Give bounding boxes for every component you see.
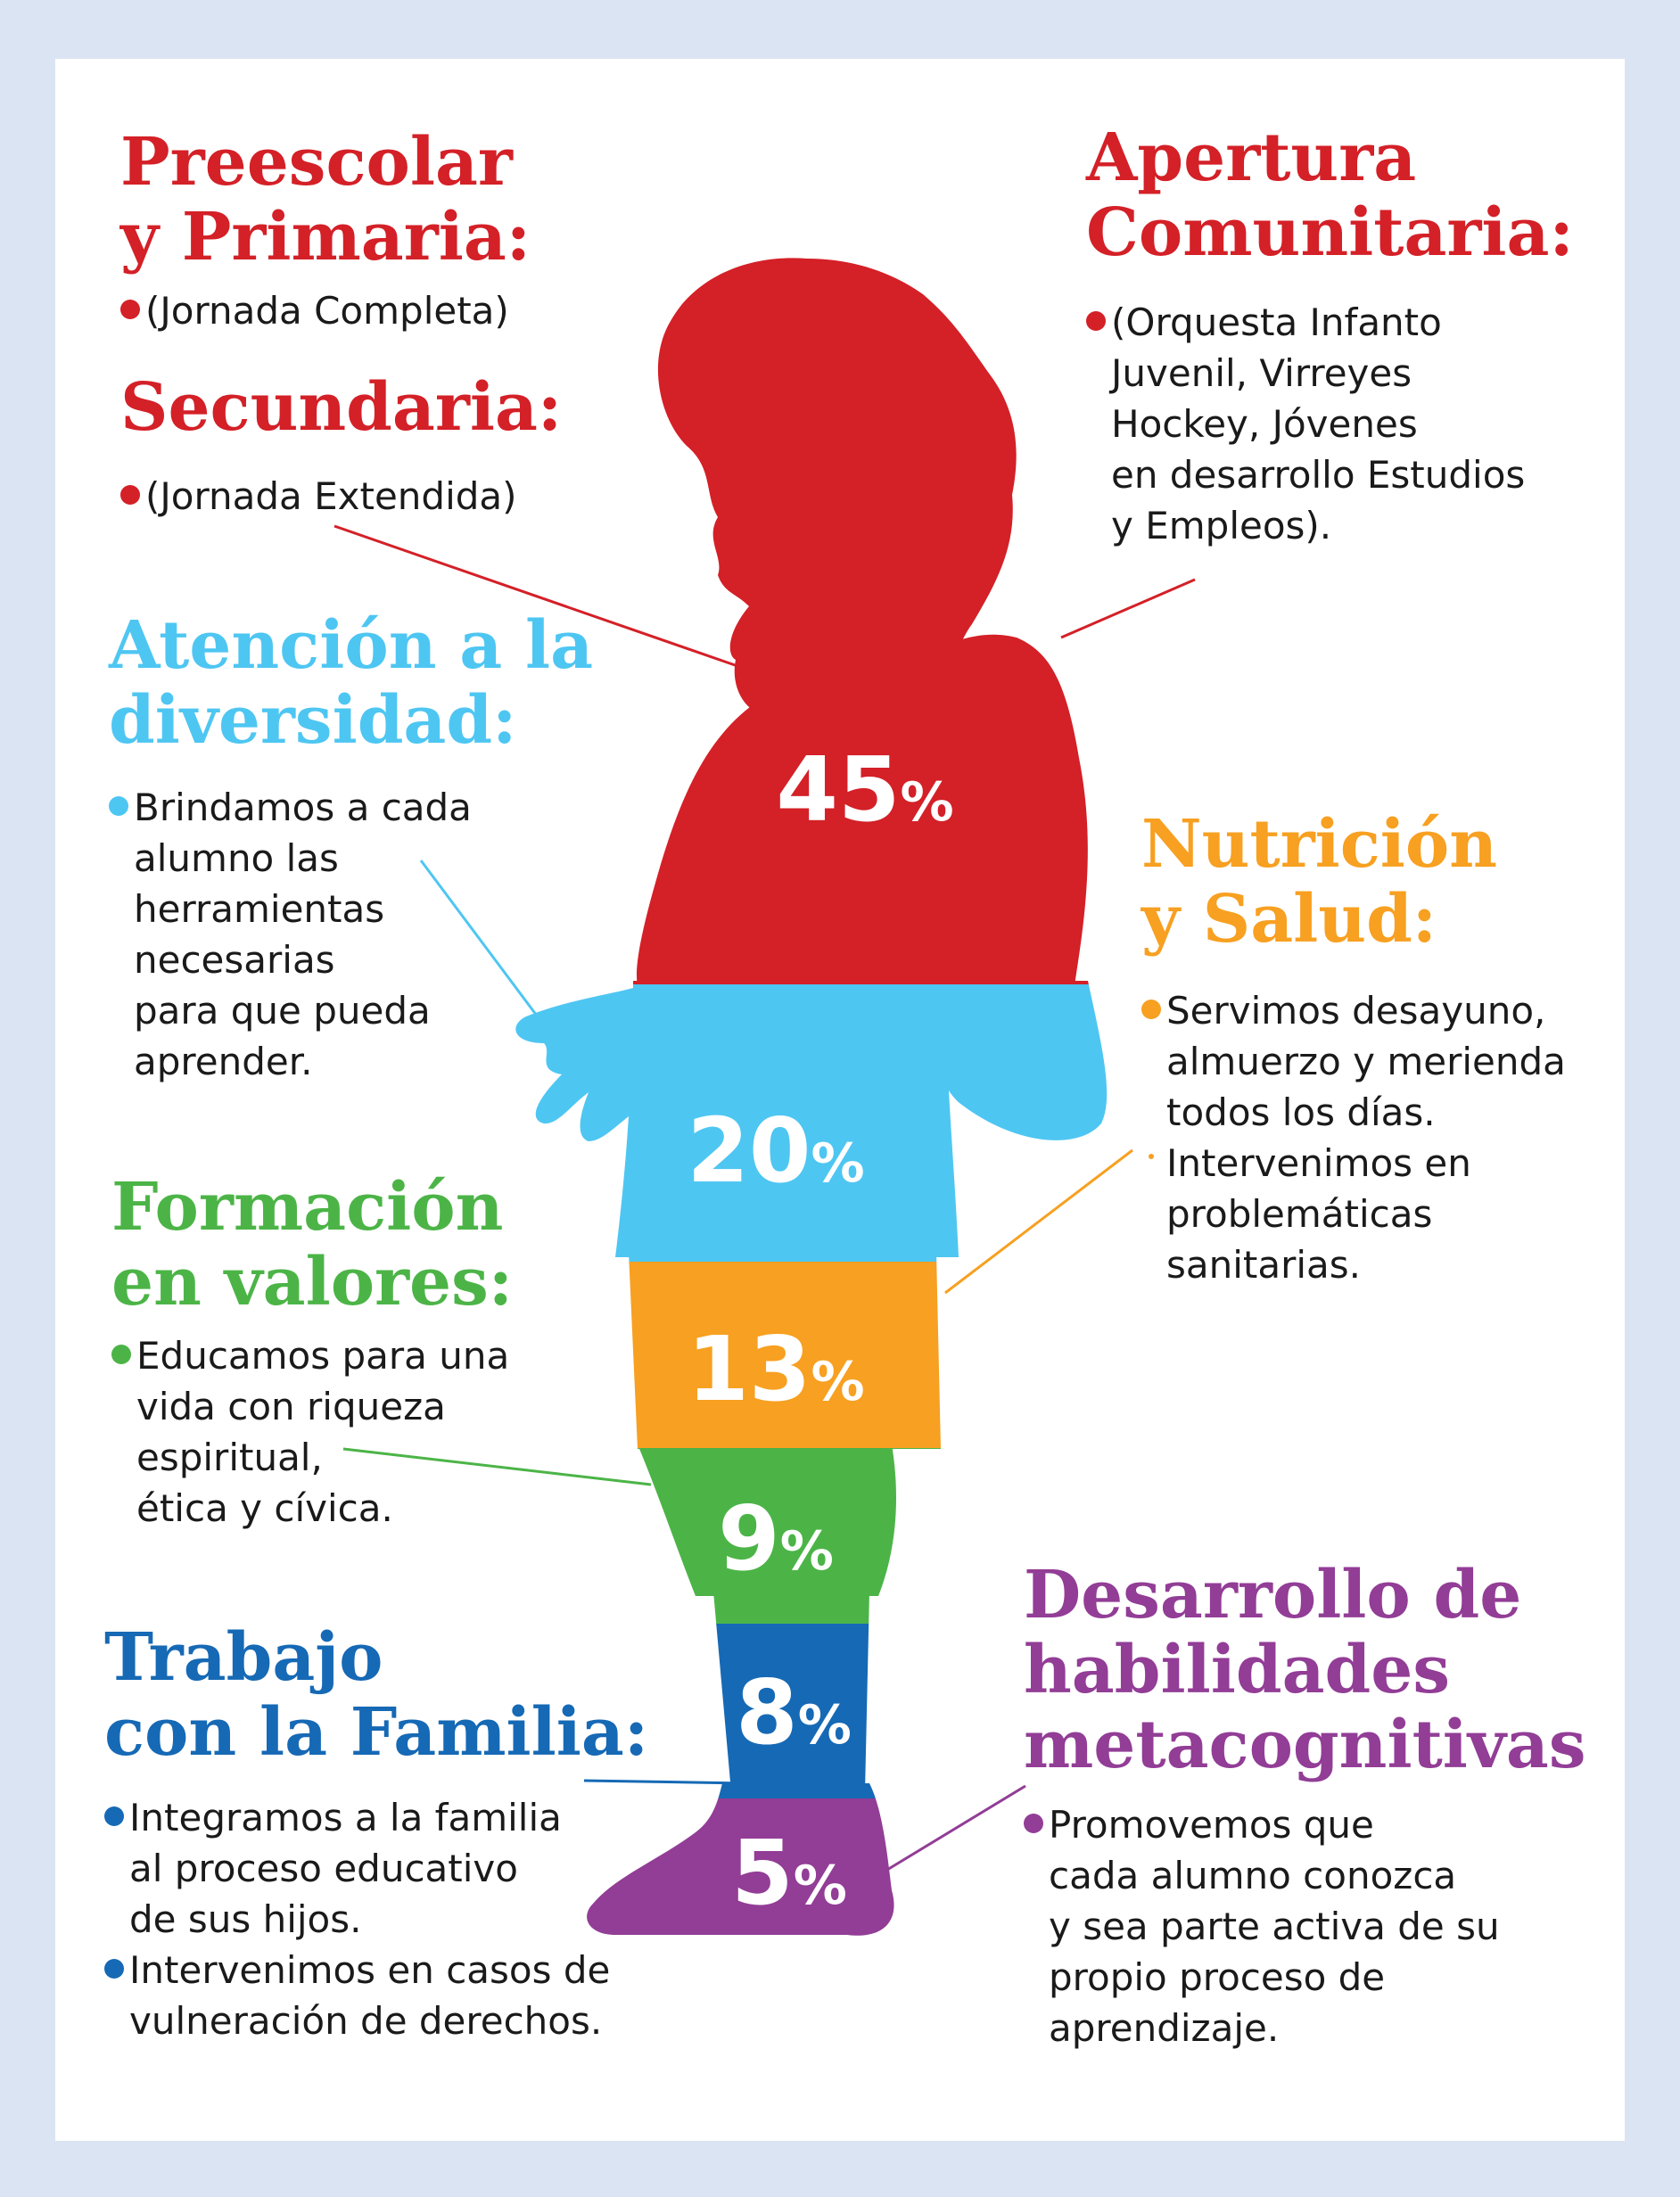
heading-formacion-valores: Formación en valores:: [111, 1169, 514, 1321]
heading-habilidades-metacognitivas: Desarrollo de habilidades metacognitivas: [1024, 1557, 1586, 1783]
heading-trabajo-familia: Trabajo con la Familia:: [104, 1619, 649, 1771]
heading-preescolar-primaria: Preescolar y Primaria:: [120, 124, 531, 276]
list-secundaria: (Jornada Extendida): [120, 471, 517, 522]
connector-secundaria: [334, 524, 741, 669]
list-familia: Integramos a la familia al proceso educa…: [104, 1792, 610, 2046]
percent-labels: 45% 20% 13% 9% 8% 5%: [687, 737, 953, 1925]
list-item: Promovemos que cada alumno conozca y sea…: [1024, 1799, 1500, 2053]
percent-label: 20%: [687, 1098, 864, 1203]
connector-familia: [583, 1779, 745, 1785]
list-nutricion: Servimos desayuno, almuerzo y merienda t…: [1141, 985, 1566, 1290]
list-preescolar: (Jornada Completa): [120, 285, 509, 336]
list-item: Intervenimos en problemáticas sanitarias…: [1141, 1138, 1566, 1290]
connector-diversidad: [419, 860, 572, 1062]
heading-nutricion-salud: Nutrición y Salud:: [1141, 806, 1498, 958]
percent-label: 5%: [731, 1821, 847, 1925]
list-item: Educamos para una vida con riqueza espir…: [111, 1330, 509, 1534]
heading-secundaria: Secundaria:: [120, 369, 563, 446]
heading-apertura-comunitaria: Apertura Comunitaria:: [1086, 119, 1574, 271]
list-metacognitivas: Promovemos que cada alumno conozca y sea…: [1024, 1799, 1500, 2053]
connector-apertura: [1060, 578, 1196, 639]
connector-metacognitivas: [882, 1784, 1026, 1874]
percent-label: 9%: [718, 1486, 834, 1591]
list-valores: Educamos para una vida con riqueza espir…: [111, 1330, 509, 1534]
list-diversidad: Brindamos a cada alumno las herramientas…: [109, 782, 472, 1087]
percent-label: 45%: [776, 737, 953, 842]
list-item: (Orquesta Infanto Juvenil, Virreyes Hock…: [1086, 297, 1525, 551]
list-item: Integramos a la familia al proceso educa…: [104, 1792, 610, 1945]
connector-nutricion: [944, 1148, 1133, 1295]
percent-label: 13%: [687, 1317, 864, 1421]
list-item: Servimos desayuno, almuerzo y merienda t…: [1141, 985, 1566, 1138]
connector-valores: [342, 1447, 652, 1486]
list-item: Intervenimos en casos de vulneración de …: [104, 1945, 610, 2046]
list-item: (Jornada Completa): [120, 285, 509, 336]
heading-atencion-diversidad: Atención a la diversidad:: [109, 607, 594, 759]
list-item: Brindamos a cada alumno las herramientas…: [109, 782, 472, 1087]
band-cyan: [515, 984, 1108, 1263]
percent-label: 8%: [736, 1660, 852, 1765]
list-item: (Jornada Extendida): [120, 471, 517, 522]
list-apertura: (Orquesta Infanto Juvenil, Virreyes Hock…: [1086, 297, 1525, 551]
